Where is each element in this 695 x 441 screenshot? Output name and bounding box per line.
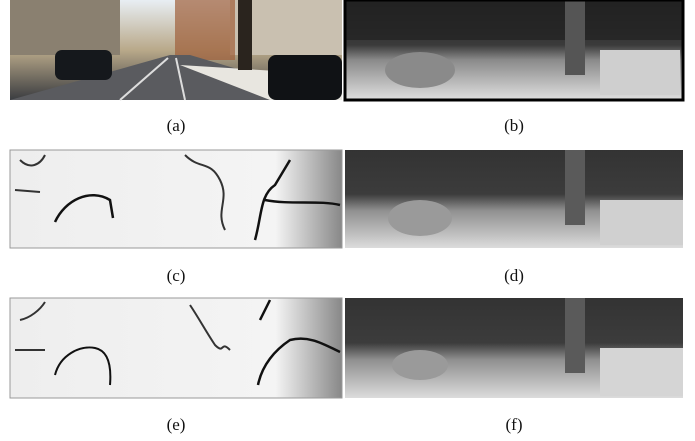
panel-label: (e)	[167, 415, 186, 434]
figure: (a) (b) (c) (d) (e) (f)	[0, 0, 695, 441]
panel-label: (b)	[504, 116, 524, 135]
panel-label: (d)	[504, 266, 524, 285]
panel-image-e	[10, 298, 342, 398]
panel-image-a	[10, 0, 342, 100]
panel-label: (c)	[167, 266, 186, 285]
page: (a) (b) (c) (d) (e) (f) (() => { const d…	[0, 0, 695, 441]
panel-label: (f)	[506, 415, 523, 434]
panel-image-f	[345, 298, 683, 398]
panel-image-c	[10, 150, 342, 248]
panel-image-b	[345, 0, 683, 100]
panel-image-d	[345, 150, 683, 248]
panel-label: (a)	[167, 116, 186, 135]
